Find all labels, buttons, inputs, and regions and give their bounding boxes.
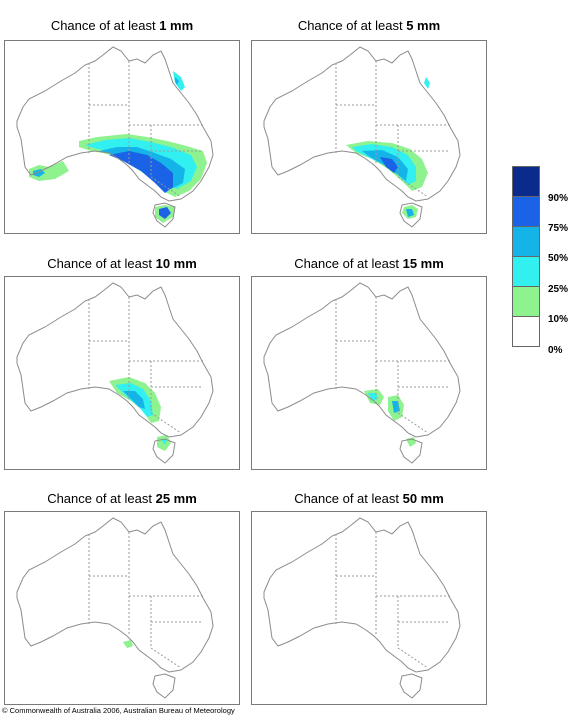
australia-map xyxy=(4,40,240,234)
panel-title: Chance of at least 5 mm xyxy=(297,18,441,33)
australia-map xyxy=(251,276,487,470)
legend-swatch-10 xyxy=(512,286,540,317)
panel-title: Chance of at least 1 mm xyxy=(50,18,194,33)
legend-label-10: 10% xyxy=(548,314,569,325)
australia-map xyxy=(251,40,487,234)
australia-map xyxy=(4,511,240,705)
legend-label-25: 25% xyxy=(548,284,569,295)
panel-title: Chance of at least 50 mm xyxy=(294,491,444,506)
australia-map xyxy=(4,276,240,470)
legend-swatch-0 xyxy=(512,316,540,347)
legend-swatch-90 xyxy=(512,166,540,197)
panel-title: Chance of at least 10 mm xyxy=(47,256,197,271)
panel-title: Chance of at least 15 mm xyxy=(294,256,444,271)
legend-swatch-50 xyxy=(512,226,540,257)
rain-chance-overlay xyxy=(364,389,416,447)
legend-label-50: 50% xyxy=(548,253,569,264)
rain-chance-overlay xyxy=(109,377,171,451)
legend-label-75: 75% xyxy=(548,223,569,234)
rain-chance-overlay xyxy=(123,640,133,648)
legend-swatch-75 xyxy=(512,196,540,227)
copyright-credit: © Commonwealth of Australia 2006, Austra… xyxy=(2,706,235,715)
legend-label-0: 0% xyxy=(548,345,563,356)
rain-chance-overlay xyxy=(29,71,207,223)
australia-map xyxy=(251,511,487,705)
legend-label-90: 90% xyxy=(548,193,569,204)
panel-title: Chance of at least 25 mm xyxy=(47,491,197,506)
rain-chance-overlay xyxy=(346,77,430,219)
legend-swatch-25 xyxy=(512,256,540,287)
